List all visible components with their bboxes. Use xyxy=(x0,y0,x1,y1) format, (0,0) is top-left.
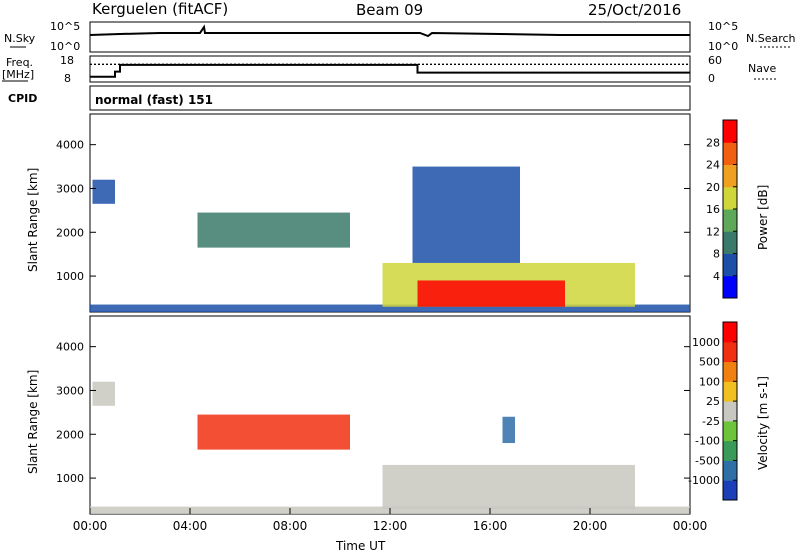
velocity-region-4 xyxy=(502,416,515,444)
nave-tick-top: 60 xyxy=(708,54,722,67)
noise-right-label: N.Search xyxy=(746,32,796,45)
power-colorbar-tick-label-3: 16 xyxy=(706,203,720,216)
freq-unit-label: [MHz] xyxy=(2,68,34,81)
noise-right-tick-top: 10^5 xyxy=(708,20,738,33)
velocity-colorbar-swatch-0 xyxy=(723,480,737,501)
noise-panel: N.Sky 10^5 10^0 10^5 10^0 N.Search xyxy=(4,20,796,53)
date-label: 25/Oct/2016 xyxy=(588,1,681,19)
velocity-colorbar-tick-label-1: 500 xyxy=(699,356,720,369)
velocity-colorbar-swatch-4 xyxy=(723,401,737,422)
power-ytick-label-1: 2000 xyxy=(56,226,84,239)
power-colorbar-swatch-5 xyxy=(723,164,737,188)
power-colorbar-tick-label-2: 12 xyxy=(706,225,720,238)
velocity-colorbar-tick-label-6: -500 xyxy=(695,454,720,467)
velocity-ytick-label-2: 3000 xyxy=(56,384,84,397)
power-ytick-label-0: 1000 xyxy=(56,270,84,283)
velocity-colorbar-swatch-7 xyxy=(723,341,737,363)
velocity-xtick-label-6: 00:00 xyxy=(673,519,708,533)
power-colorbar-tick-label-0: 4 xyxy=(713,270,720,283)
velocity-ytick-label-3: 4000 xyxy=(56,341,84,354)
velocity-xtick-label-1: 04:00 xyxy=(173,519,208,533)
freq-tick-bottom: 8 xyxy=(64,72,71,85)
velocity-colorbar-swatch-3 xyxy=(723,420,737,442)
velocity-colorbar-swatch-6 xyxy=(723,361,737,382)
power-region-1 xyxy=(197,212,350,248)
x-axis-label: Time UT xyxy=(335,539,386,553)
noise-left-tick-bottom: 10^0 xyxy=(50,40,80,53)
velocity-colorbar-swatch-5 xyxy=(723,381,737,402)
frequency-panel: Freq. [MHz] 18 8 60 0 Nave xyxy=(2,54,776,85)
velocity-y-axis-label: Slant Range [km] xyxy=(26,370,40,474)
velocity-region-0 xyxy=(92,381,115,406)
cpid-label: CPID xyxy=(8,92,37,105)
power-colorbar-tick-label-6: 28 xyxy=(706,136,720,149)
velocity-panel: 1000 2000 3000 4000 Slant Range [km] 1000 50… xyxy=(26,315,770,553)
velocity-xtick-label-0: 00:00 xyxy=(73,519,108,533)
velocity-ytick-label-1: 2000 xyxy=(56,428,84,441)
velocity-xtick-label-5: 20:00 xyxy=(573,519,608,533)
freq-label: Freq. xyxy=(6,56,33,69)
velocity-xtick-label-3: 12:00 xyxy=(373,519,408,533)
velocity-colorbar-tick-label-7: -1000 xyxy=(688,474,720,487)
power-region-5 xyxy=(412,166,520,263)
freq-tick-top: 18 xyxy=(60,54,74,67)
power-y-axis-label: Slant Range [km] xyxy=(26,168,40,272)
velocity-colorbar-tick-label-2: 100 xyxy=(699,375,720,388)
frequency-trace xyxy=(90,63,690,78)
power-colorbar-tick-label-1: 8 xyxy=(713,248,720,261)
velocity-colorbar-tick-label-3: 25 xyxy=(706,395,720,408)
nave-tick-bottom: 0 xyxy=(708,72,715,85)
velocity-colorbar-tick-label-5: -100 xyxy=(695,435,720,448)
station-title: Kerguelen (fitACF) xyxy=(92,0,228,18)
velocity-region-3 xyxy=(382,464,635,509)
noise-left-tick-top: 10^5 xyxy=(50,20,80,33)
power-colorbar-label: Power [dB] xyxy=(756,185,770,250)
noise-sky-trace xyxy=(89,24,690,38)
power-ytick-label-2: 3000 xyxy=(56,182,84,195)
velocity-xtick-label-2: 08:00 xyxy=(273,519,308,533)
noise-left-label: N.Sky xyxy=(4,32,36,45)
power-colorbar-tick-label-5: 24 xyxy=(706,159,720,172)
noise-right-tick-bottom: 10^0 xyxy=(708,40,738,53)
power-region-4 xyxy=(417,280,565,307)
power-colorbar-swatch-4 xyxy=(723,186,737,210)
velocity-colorbar-swatch-1 xyxy=(723,460,737,481)
power-colorbar-swatch-0 xyxy=(723,275,737,299)
velocity-colorbar-tick-label-0: 1000 xyxy=(692,336,720,349)
cpid-panel: CPID normal (fast) 151 xyxy=(8,85,691,111)
power-colorbar-swatch-2 xyxy=(723,231,737,254)
velocity-colorbar-tick-label-4: -25 xyxy=(702,415,720,428)
power-colorbar-swatch-1 xyxy=(723,253,737,277)
power-colorbar-tick-label-4: 20 xyxy=(706,181,720,194)
velocity-colorbar-label: Velocity [m s-1] xyxy=(756,376,770,470)
power-colorbar-swatch-7 xyxy=(723,120,737,143)
power-panel: 1000 2000 3000 4000 Slant Range [km] 4 8 12 16… xyxy=(26,113,770,313)
velocity-region-1 xyxy=(197,414,350,450)
power-ytick-label-3: 4000 xyxy=(56,139,84,152)
power-region-2 xyxy=(90,304,690,312)
nave-label: Nave xyxy=(748,62,776,75)
power-colorbar-swatch-3 xyxy=(723,209,737,232)
power-colorbar-swatch-6 xyxy=(723,142,737,165)
velocity-colorbar-swatch-2 xyxy=(723,440,737,461)
cpid-mode: normal (fast) 151 xyxy=(95,93,213,107)
velocity-xtick-label-4: 16:00 xyxy=(473,519,508,533)
velocity-ytick-label-0: 1000 xyxy=(56,472,84,485)
power-region-0 xyxy=(92,179,115,204)
beam-label: Beam 09 xyxy=(356,1,423,19)
velocity-colorbar-frame xyxy=(722,321,738,501)
velocity-colorbar-swatch-8 xyxy=(723,322,737,343)
